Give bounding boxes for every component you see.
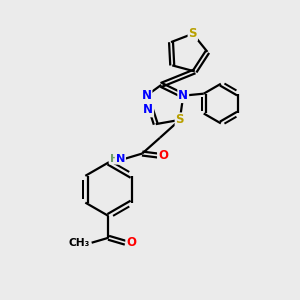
Text: S: S [188,27,197,40]
Text: N: N [116,154,125,164]
Text: H: H [110,154,119,164]
Text: N: N [142,89,152,102]
Text: N: N [143,103,153,116]
Text: CH₃: CH₃ [68,238,90,248]
Text: N: N [178,89,188,102]
Text: O: O [126,236,136,249]
Text: S: S [176,113,184,126]
Text: O: O [158,149,168,162]
